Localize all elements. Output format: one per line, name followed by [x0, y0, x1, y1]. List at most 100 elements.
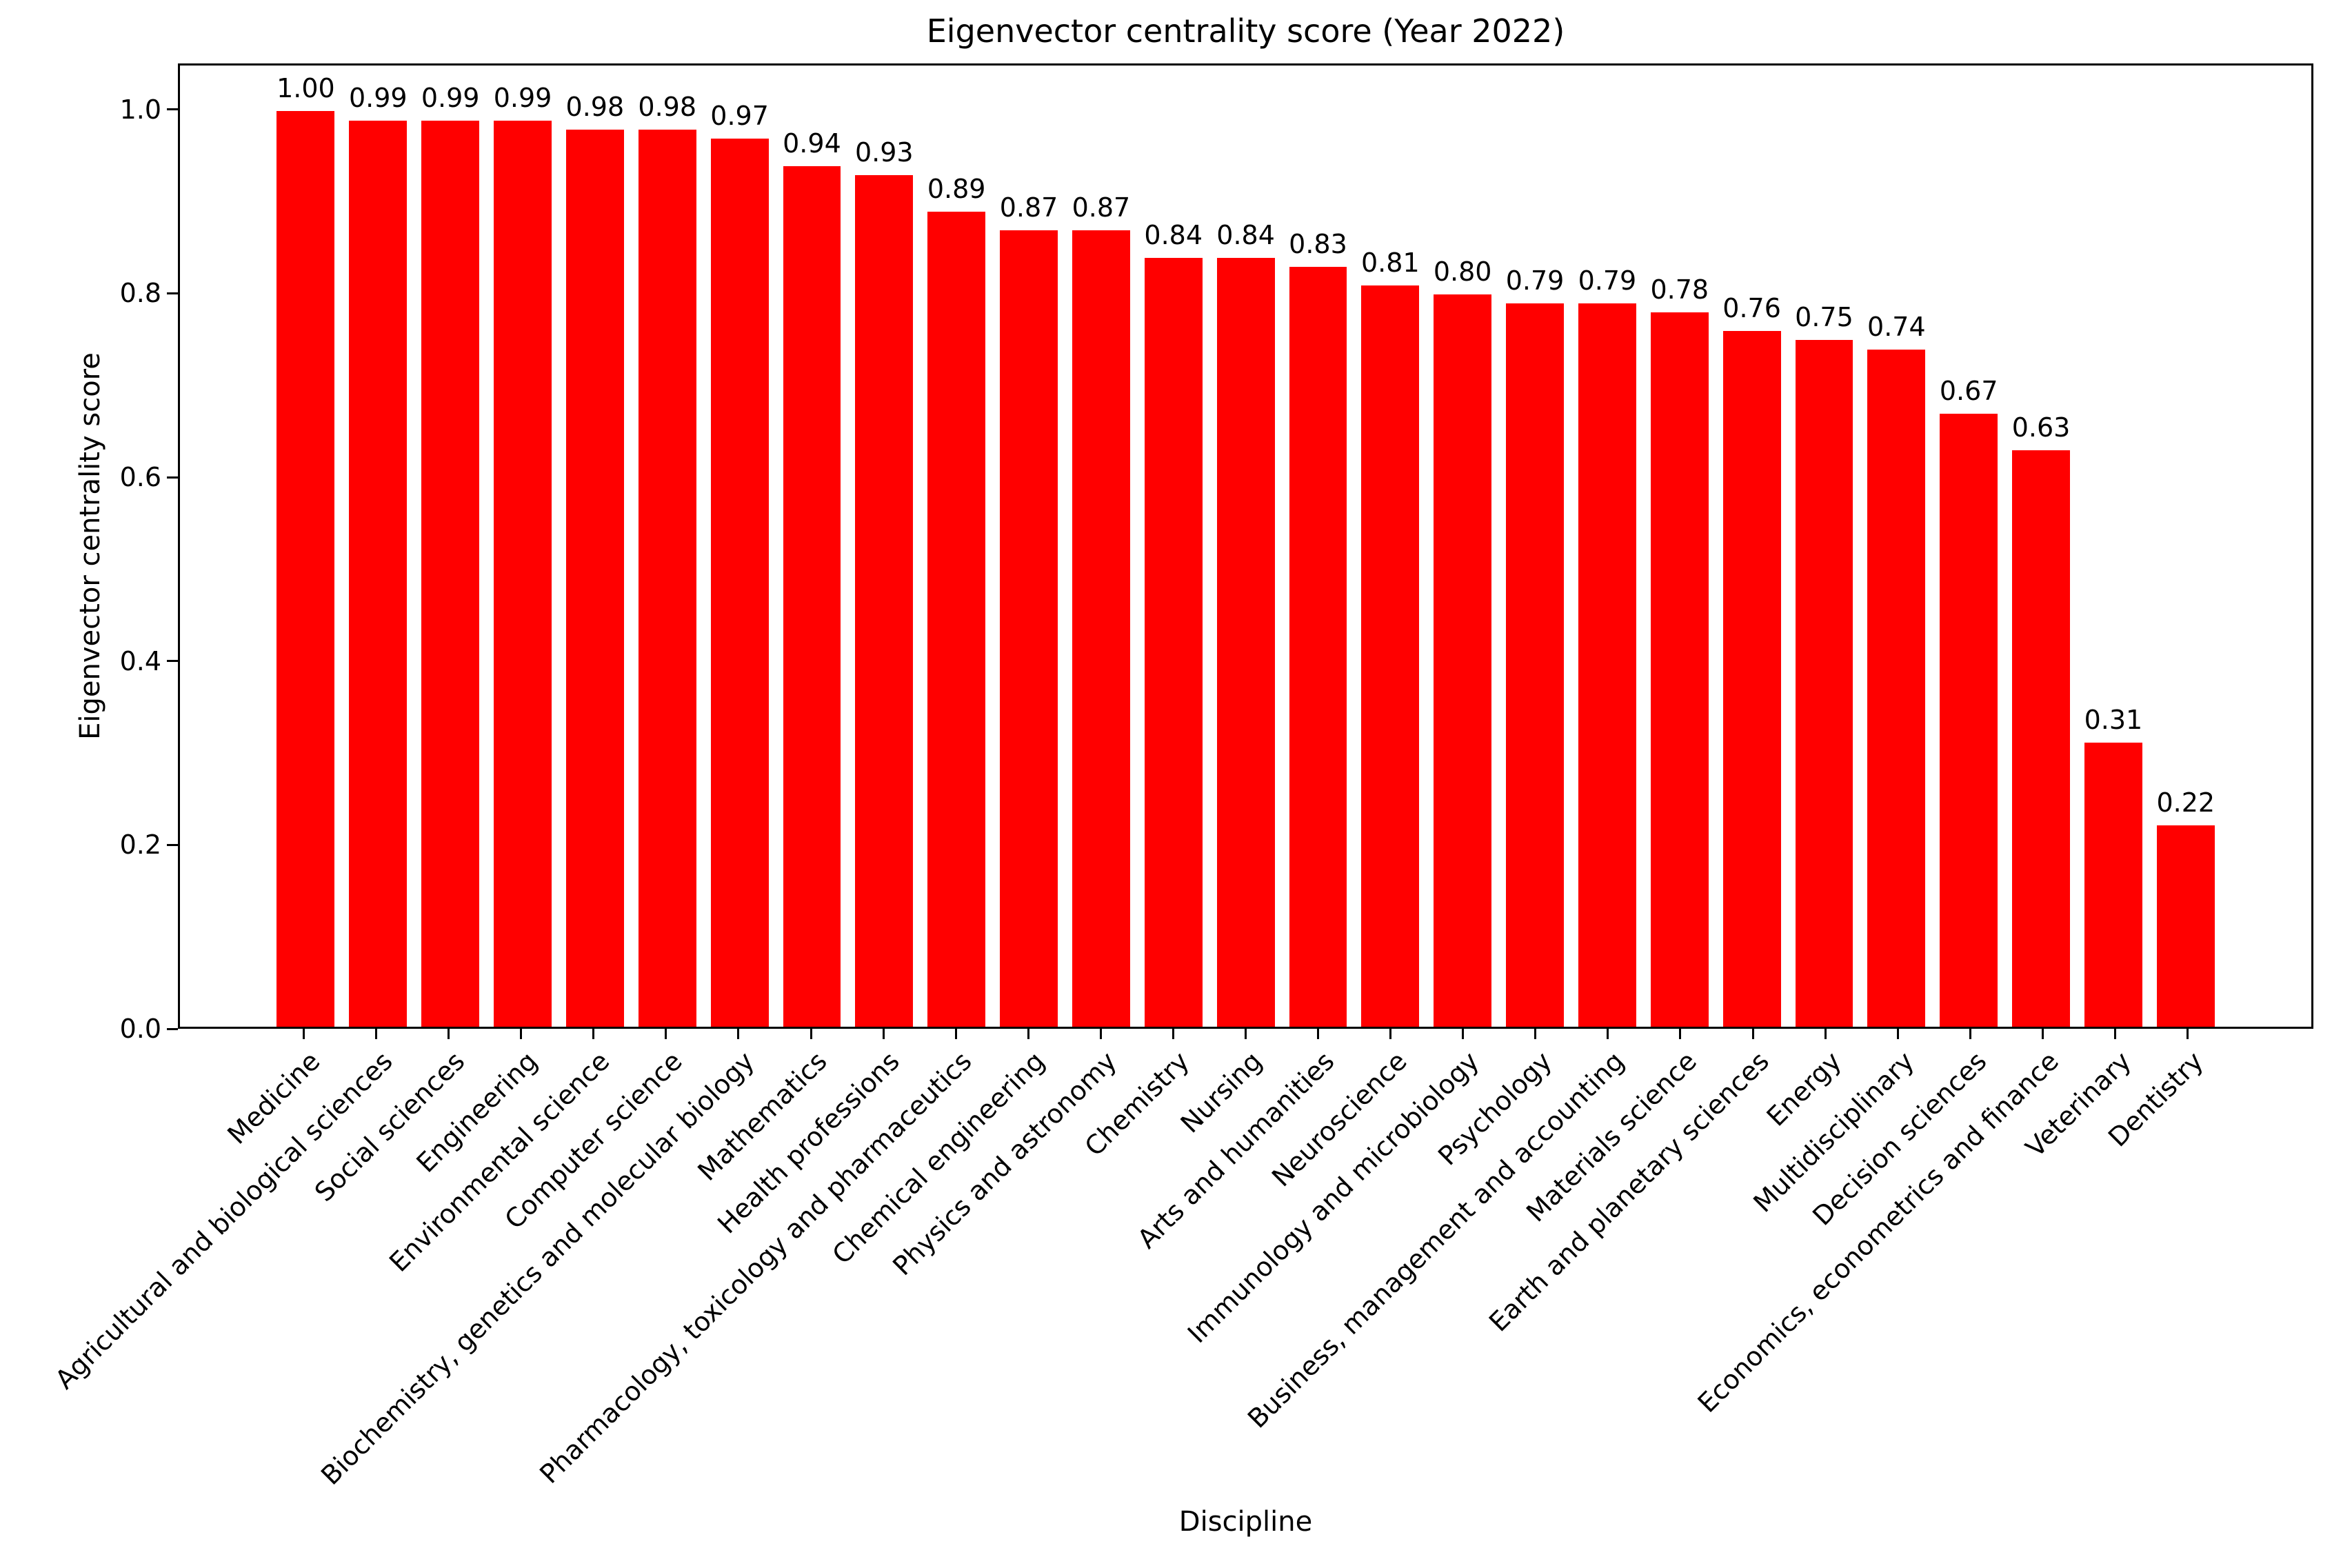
- y-tick-line: [167, 660, 178, 663]
- bar-slot: 0.22: [2149, 66, 2222, 1027]
- x-tick-line: [1462, 1029, 1465, 1039]
- bar: [1578, 303, 1636, 1027]
- y-tick-label: 0.4: [119, 645, 161, 676]
- x-tick-line: [520, 1029, 523, 1039]
- x-tick-line: [592, 1029, 595, 1039]
- x-tick-line: [1245, 1029, 1247, 1039]
- bar-value-label: 0.89: [927, 174, 986, 205]
- bar-value-label: 0.94: [783, 128, 841, 159]
- bar: [1072, 230, 1130, 1027]
- bar-slot: 0.98: [559, 66, 631, 1027]
- bar-value-label: 0.67: [1939, 375, 1998, 406]
- bar-slot: 0.80: [1427, 66, 1499, 1027]
- bar-value-label: 0.81: [1361, 247, 1420, 278]
- x-tick-line: [810, 1029, 812, 1039]
- x-tick-line: [1389, 1029, 1392, 1039]
- bar-slot: 0.94: [776, 66, 848, 1027]
- bar: [1506, 303, 1564, 1027]
- bar: [2156, 825, 2215, 1027]
- x-tick-line: [1534, 1029, 1537, 1039]
- x-tick-line: [2186, 1029, 2189, 1039]
- x-tick-line: [1099, 1029, 1102, 1039]
- x-tick-line: [2041, 1029, 2044, 1039]
- x-tick-line: [2113, 1029, 2116, 1039]
- x-tick-line: [1027, 1029, 1029, 1039]
- x-tick-line: [1607, 1029, 1609, 1039]
- bar-value-label: 0.99: [493, 82, 552, 113]
- bars-container: 1.00 0.99 0.99 0.99 0.98 0.98 0.97 0.94 0.93 0.89…: [180, 66, 2311, 1027]
- bar: [710, 139, 769, 1027]
- bar: [783, 166, 841, 1027]
- bar-value-label: 0.31: [2084, 705, 2143, 736]
- x-tick-line: [737, 1029, 740, 1039]
- bar: [349, 120, 408, 1027]
- bar-value-label: 0.98: [638, 91, 697, 122]
- bar: [927, 212, 986, 1027]
- bar: [1434, 294, 1492, 1027]
- x-tick-line: [1969, 1029, 1971, 1039]
- y-tick-label: 0.8: [119, 278, 161, 309]
- bar-slot: 0.75: [1788, 66, 1860, 1027]
- bar-value-label: 0.84: [1216, 219, 1275, 250]
- bar: [565, 129, 624, 1027]
- bar: [2084, 743, 2142, 1027]
- bar: [277, 111, 335, 1027]
- bar-slot: 0.79: [1499, 66, 1571, 1027]
- bar-slot: 0.84: [1137, 66, 1209, 1027]
- bar: [1650, 312, 1709, 1027]
- bar-slot: 0.79: [1571, 66, 1643, 1027]
- y-tick-label: 0.0: [119, 1014, 161, 1044]
- bar-value-label: 0.98: [565, 91, 625, 122]
- x-tick-line: [1317, 1029, 1320, 1039]
- bar-slot: 0.78: [1643, 66, 1716, 1027]
- bar: [1000, 230, 1058, 1027]
- bar-value-label: 1.00: [277, 73, 335, 104]
- bar-value-label: 0.22: [2156, 787, 2215, 818]
- bar-slot: 0.74: [1860, 66, 1933, 1027]
- x-tick-line: [1896, 1029, 1899, 1039]
- bar: [421, 120, 480, 1027]
- bar-value-label: 0.75: [1795, 302, 1853, 333]
- bar-value-label: 0.87: [999, 192, 1058, 223]
- y-tick-label: 0.2: [119, 830, 161, 861]
- bar-slot: 0.76: [1716, 66, 1788, 1027]
- bar-slot: 0.87: [993, 66, 1065, 1027]
- bar-value-label: 0.63: [2011, 412, 2071, 443]
- bar-slot: 0.93: [848, 66, 921, 1027]
- bar-value-label: 0.76: [1722, 293, 1781, 324]
- bar-value-label: 0.87: [1072, 192, 1131, 223]
- bar-slot: 0.81: [1354, 66, 1427, 1027]
- bar-value-label: 0.93: [854, 137, 914, 168]
- plot-area: 1.00 0.99 0.99 0.99 0.98 0.98 0.97 0.94 0.93 0.89…: [178, 63, 2313, 1029]
- bar-value-label: 0.79: [1578, 265, 1637, 296]
- bar-slot: 0.67: [1933, 66, 2005, 1027]
- y-tick-line: [167, 108, 178, 111]
- x-tick-line: [665, 1029, 667, 1039]
- bar: [494, 120, 552, 1027]
- bar-slot: 0.99: [342, 66, 414, 1027]
- x-tick-line: [303, 1029, 305, 1039]
- bar: [1867, 349, 1926, 1027]
- bar-value-label: 0.83: [1289, 229, 1347, 260]
- bar: [1216, 257, 1275, 1027]
- bar-value-label: 0.80: [1433, 256, 1492, 287]
- bar-value-label: 0.99: [348, 82, 408, 113]
- bar-slot: 0.87: [1065, 66, 1137, 1027]
- bar: [1289, 267, 1347, 1027]
- bar-value-label: 0.74: [1867, 311, 1926, 342]
- bar-slot: 0.89: [921, 66, 993, 1027]
- bar: [1144, 257, 1203, 1027]
- x-tick-line: [1679, 1029, 1682, 1039]
- bar: [2012, 450, 2070, 1027]
- bar: [855, 175, 914, 1027]
- x-tick-line: [375, 1029, 378, 1039]
- bar-value-label: 0.84: [1144, 219, 1203, 250]
- y-axis-label: Eigenvector centrality score: [74, 352, 106, 740]
- x-tick-line: [882, 1029, 885, 1039]
- x-tick-line: [1751, 1029, 1754, 1039]
- chart-title: Eigenvector centrality score (Year 2022): [926, 12, 1565, 50]
- x-tick-line: [1824, 1029, 1827, 1039]
- bar-slot: 0.98: [631, 66, 703, 1027]
- bar-value-label: 0.78: [1650, 274, 1709, 305]
